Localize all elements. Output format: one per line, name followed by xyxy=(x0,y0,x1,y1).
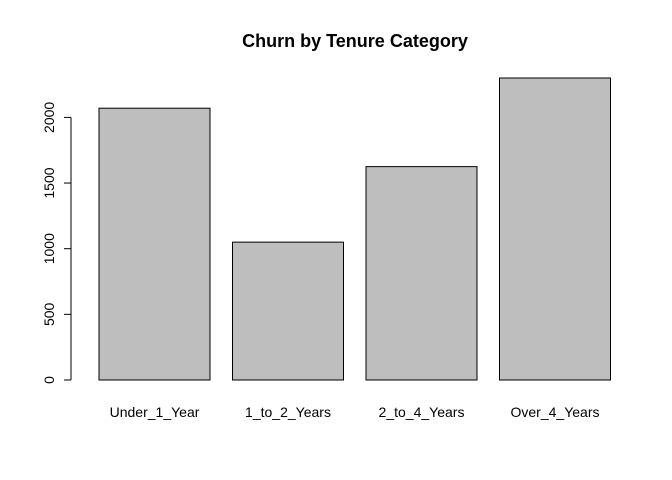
y-tick-label: 0 xyxy=(41,376,57,384)
x-tick-label: Under_1_Year xyxy=(110,404,200,420)
y-tick-label: 2000 xyxy=(41,102,57,133)
x-tick-label: 2_to_4_Years xyxy=(379,404,465,420)
bar-over-4-years xyxy=(499,77,611,381)
bar-1-to-2-years xyxy=(232,241,344,381)
y-tick-label: 1500 xyxy=(41,167,57,198)
y-axis: 0 500 1000 1500 2000 xyxy=(41,102,72,384)
bar-under-1-year xyxy=(98,107,211,381)
chart-title: Churn by Tenure Category xyxy=(242,31,468,51)
x-tick-label: Over_4_Years xyxy=(511,404,600,420)
x-tick-label: 1_to_2_Years xyxy=(245,404,331,420)
y-tick-label: 1000 xyxy=(41,233,57,264)
x-axis-labels: Under_1_Year 1_to_2_Years 2_to_4_Years Over… xyxy=(110,404,600,420)
bar-2-to-4-years xyxy=(365,166,478,381)
y-tick-label: 500 xyxy=(41,302,57,326)
bars-group xyxy=(98,77,611,381)
